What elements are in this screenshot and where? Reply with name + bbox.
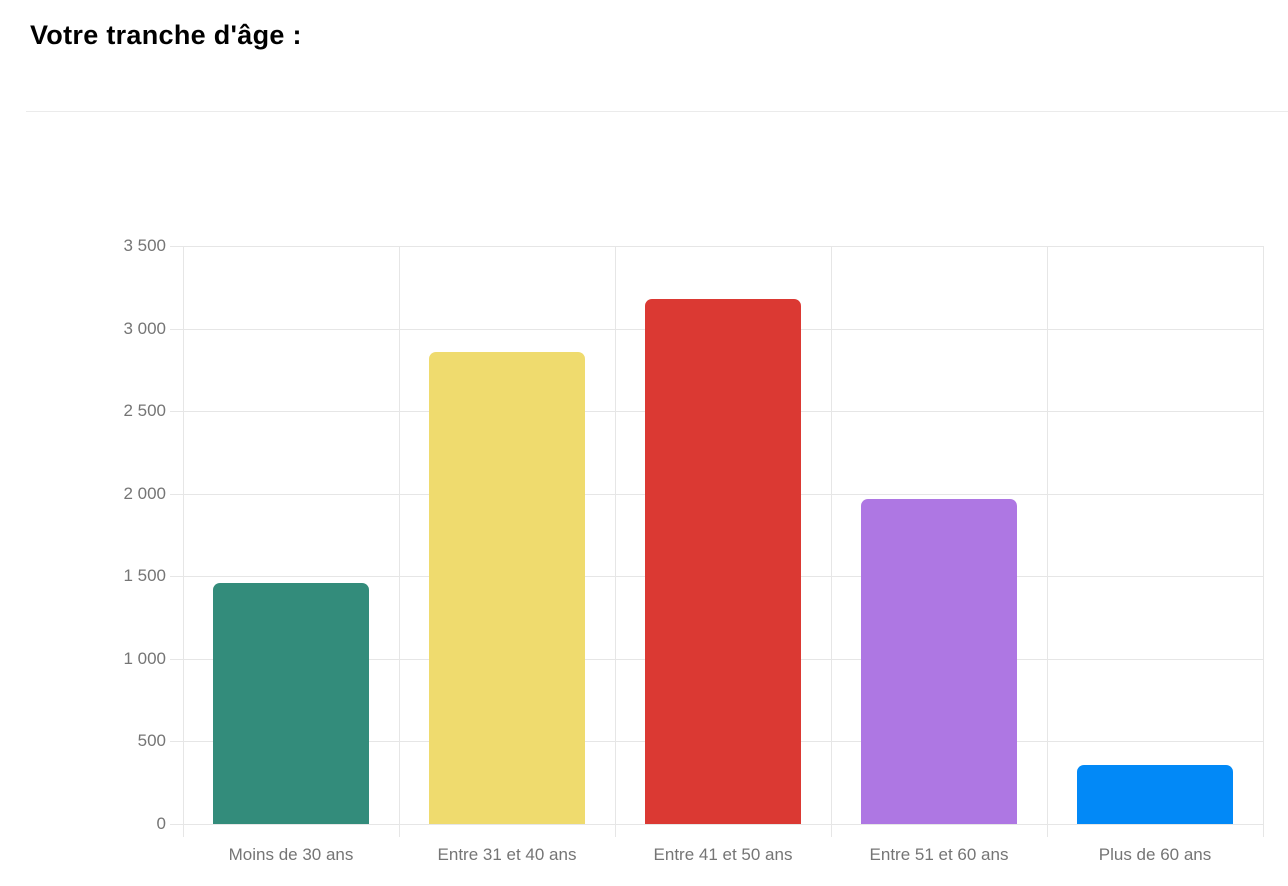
bar-entre-41-et-50-ans[interactable]: [645, 299, 801, 824]
v-gridline: [831, 246, 832, 837]
bar-entre-51-et-60-ans[interactable]: [861, 499, 1017, 824]
y-axis-tick-label: 3 500: [123, 236, 166, 255]
y-axis-tick-label: 1 500: [123, 566, 166, 585]
v-gridline: [615, 246, 616, 837]
h-gridline: [170, 246, 1263, 247]
y-axis-tick-label: 3 000: [123, 319, 166, 338]
y-axis-tick-label: 1 000: [123, 649, 166, 668]
bar-entre-31-et-40-ans[interactable]: [429, 352, 585, 824]
x-axis-category-label: Entre 51 et 60 ans: [869, 845, 1009, 864]
question-title: Votre tranche d'âge :: [30, 20, 302, 50]
y-axis-tick-label: 2 000: [123, 484, 166, 503]
v-gridline: [1047, 246, 1048, 837]
y-axis-tick-label: 2 500: [123, 401, 166, 420]
y-axis-tick-label: 0: [156, 814, 166, 833]
y-axis-tick-label: 500: [137, 731, 166, 750]
bar-moins-de-30-ans[interactable]: [213, 583, 369, 824]
v-gridline: [399, 246, 400, 837]
x-axis-category-label: Entre 41 et 50 ans: [653, 845, 793, 864]
bar-plus-de-60-ans[interactable]: [1077, 765, 1233, 824]
h-gridline: [170, 824, 1263, 825]
x-axis-category-label: Plus de 60 ans: [1098, 845, 1212, 864]
divider: [26, 111, 1288, 112]
x-axis-category-label: Moins de 30 ans: [228, 845, 354, 864]
x-axis-category-label: Entre 31 et 40 ans: [437, 845, 577, 864]
v-gridline: [1263, 246, 1264, 837]
v-gridline: [183, 246, 184, 837]
